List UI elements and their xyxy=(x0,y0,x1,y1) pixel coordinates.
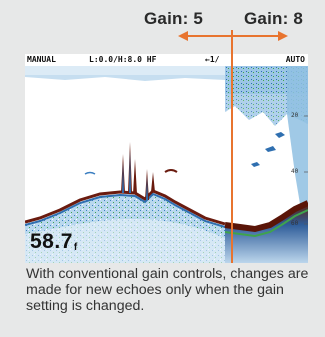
sonar-display: MANUAL L:0.0/H:8.0 HF ←1/ AUTO 20 40 60 … xyxy=(25,54,308,263)
depth-readout: 58.7f xyxy=(30,230,78,254)
zoom-label: ←1/ xyxy=(205,55,220,64)
depth-value: 58.7 xyxy=(30,230,73,253)
scale-mark-60: 60 xyxy=(291,220,299,227)
scale-mark-40: 40 xyxy=(291,168,299,175)
range-label: L:0.0/H:8.0 HF xyxy=(89,55,157,64)
gain-8-label: Gain: 8 xyxy=(244,9,304,28)
mode-label: MANUAL xyxy=(27,55,56,64)
depth-unit: f xyxy=(73,242,78,253)
auto-label: AUTO xyxy=(285,55,305,64)
gain-5-label: Gain: 5 xyxy=(144,9,204,28)
echogram-graphic xyxy=(25,66,308,263)
caption-text: With conventional gain controls, changes… xyxy=(26,266,309,314)
sonar-status-bar: MANUAL L:0.0/H:8.0 HF ←1/ AUTO xyxy=(25,54,308,66)
double-headed-arrow-icon xyxy=(178,31,288,41)
scale-mark-20: 20 xyxy=(291,112,299,119)
